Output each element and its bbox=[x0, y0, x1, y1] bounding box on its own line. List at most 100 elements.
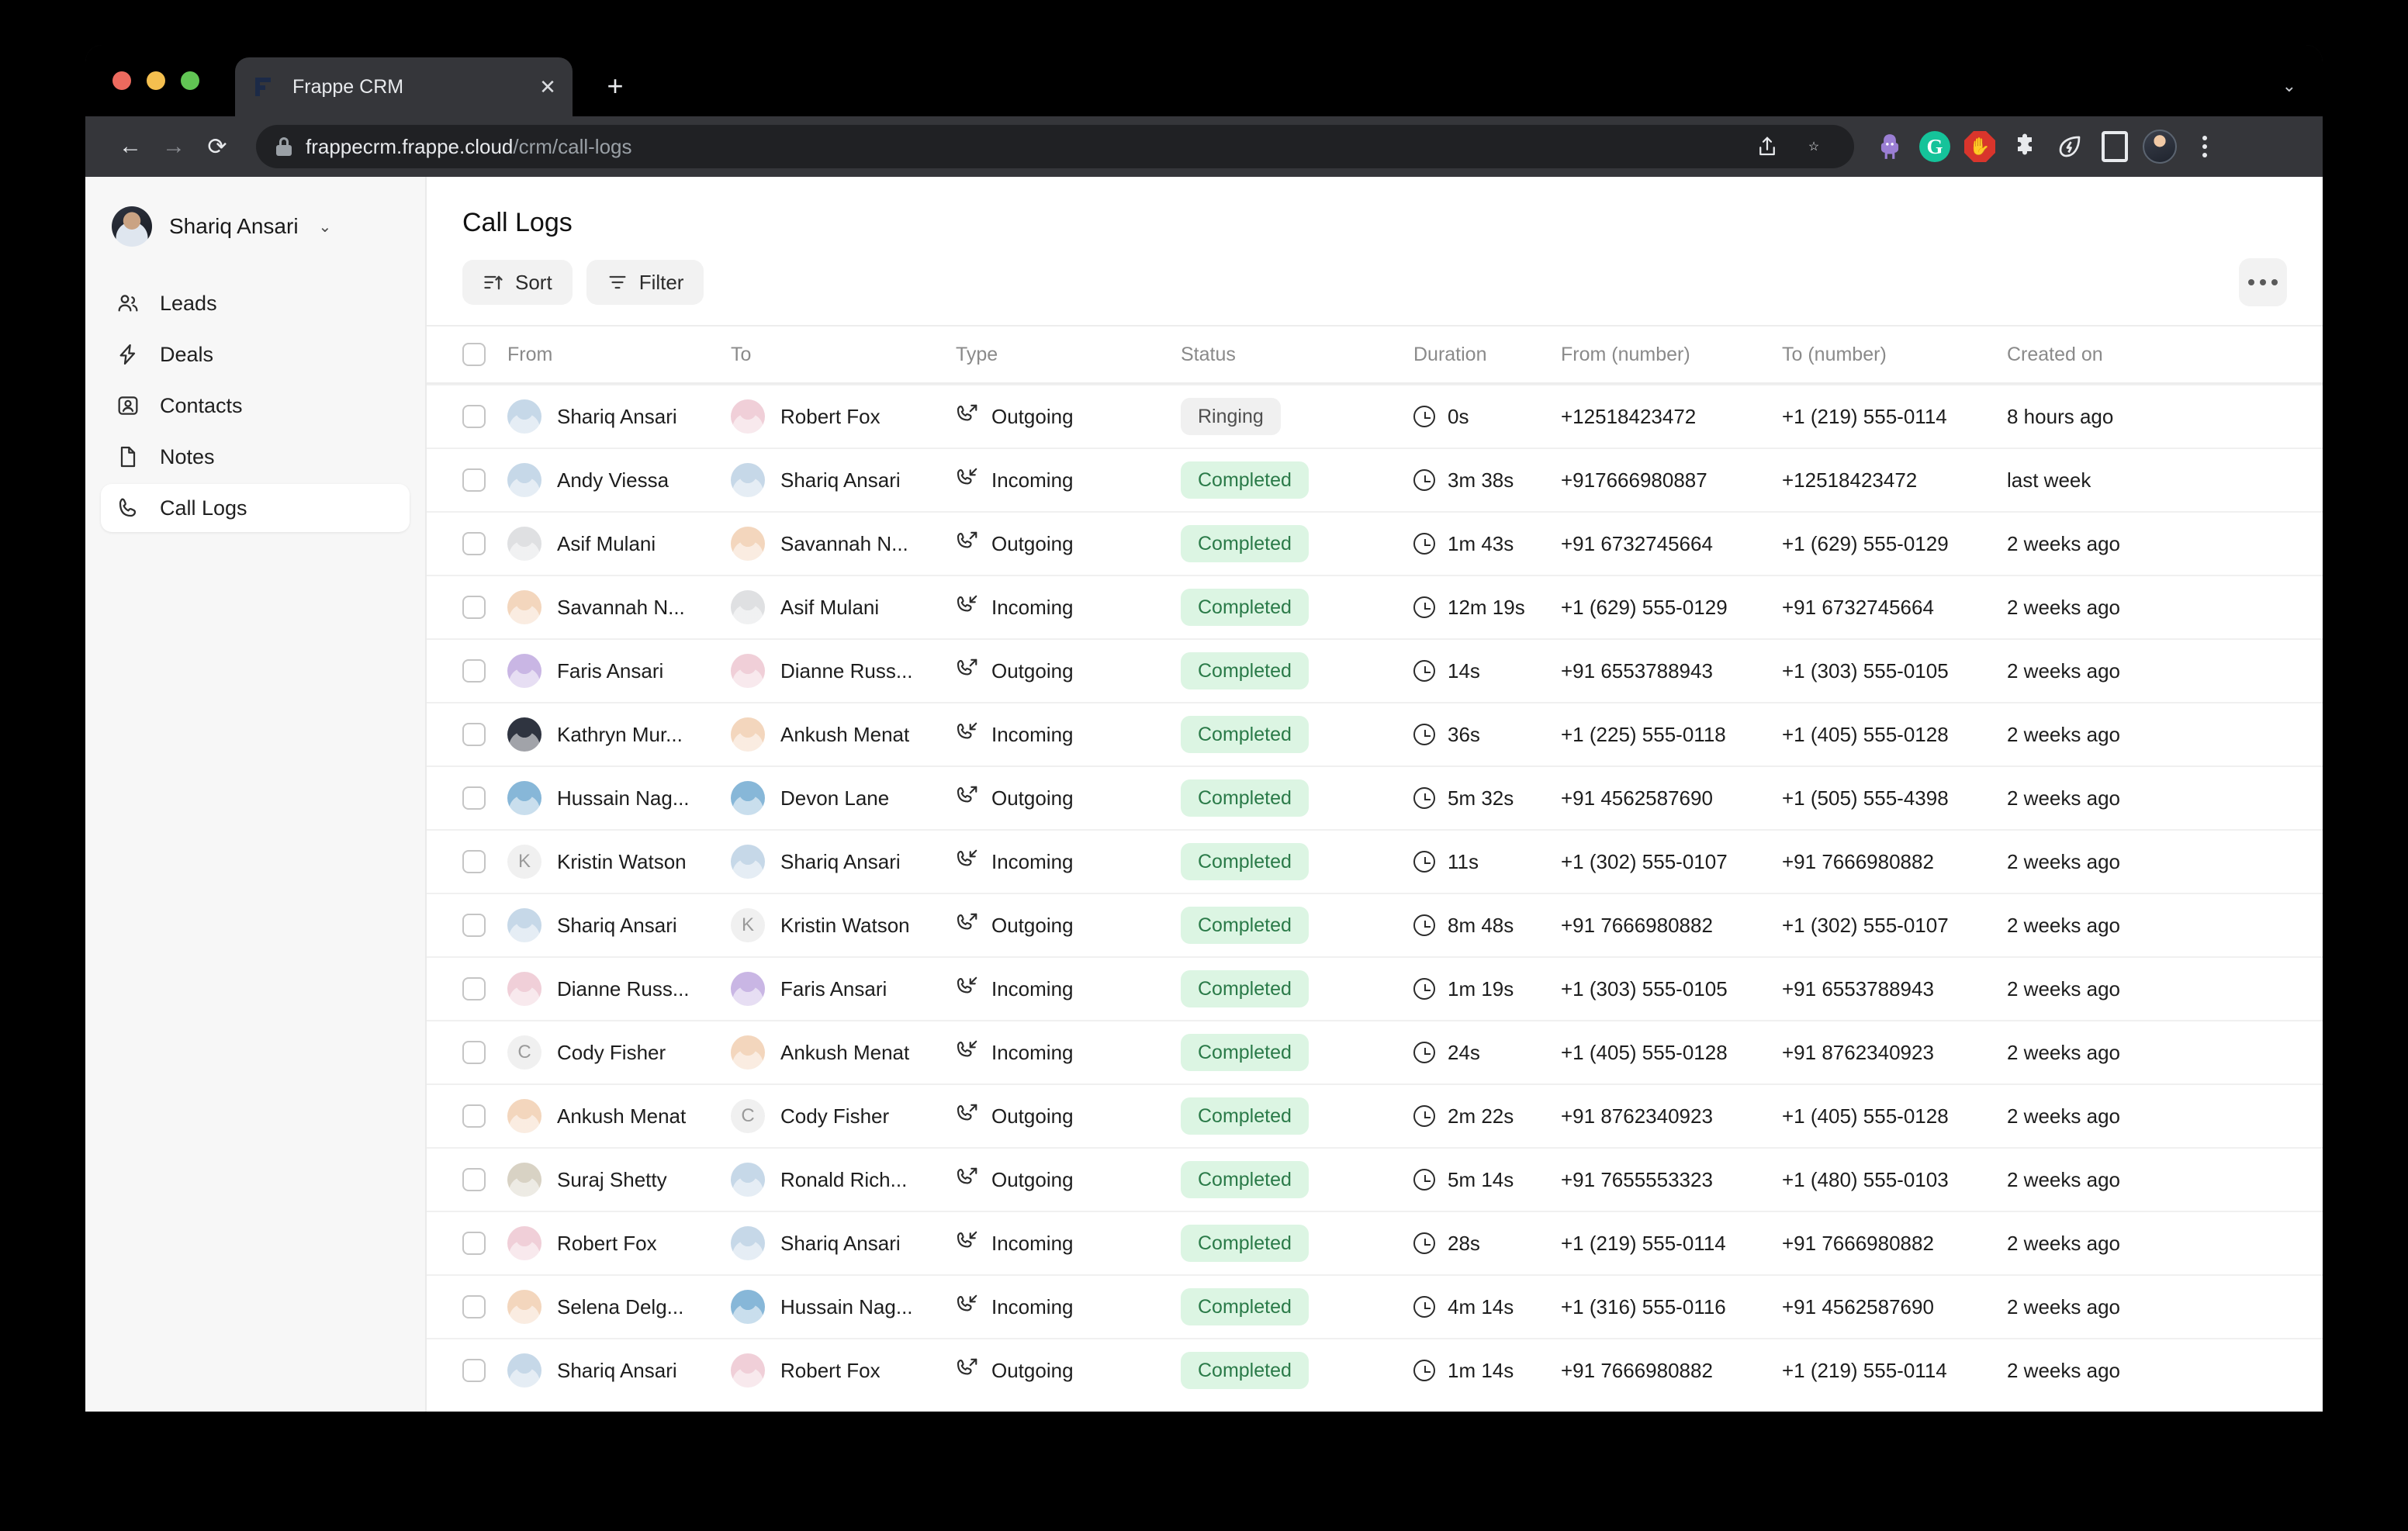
sidebar-item-notes[interactable]: Notes bbox=[101, 433, 410, 481]
sidebar-item-deals[interactable]: Deals bbox=[101, 330, 410, 378]
row-checkbox[interactable] bbox=[462, 977, 507, 1001]
table-row[interactable]: Shariq Ansari K Kristin Watson Outgoing Comp… bbox=[427, 893, 2323, 956]
table-row[interactable]: Shariq Ansari Robert Fox Outgoing Ringing 0s… bbox=[427, 384, 2323, 448]
row-checkbox[interactable] bbox=[462, 914, 507, 937]
filter-button[interactable]: Filter bbox=[586, 260, 704, 305]
cell-created-on: 2 weeks ago bbox=[2007, 1294, 2120, 1318]
row-checkbox[interactable] bbox=[462, 532, 507, 555]
table-row[interactable]: C Cody Fisher Ankush Menat Incoming Complete… bbox=[427, 1020, 2323, 1083]
sort-button[interactable]: Sort bbox=[462, 260, 573, 305]
chevron-down-icon[interactable]: ⌄ bbox=[318, 218, 332, 236]
row-checkbox[interactable] bbox=[462, 1232, 507, 1255]
cell-to: Savannah N... bbox=[731, 527, 956, 561]
octocat-icon[interactable] bbox=[1873, 130, 1907, 164]
table-row[interactable]: Savannah N... Asif Mulani Incoming Complete… bbox=[427, 575, 2323, 638]
person-name: Shariq Ansari bbox=[557, 404, 677, 428]
avatar-initial: K bbox=[507, 845, 541, 879]
close-window-button[interactable] bbox=[112, 71, 131, 90]
adblock-icon[interactable]: ✋ bbox=[1963, 130, 1997, 164]
type-label: Outgoing bbox=[991, 1167, 1074, 1191]
table-row[interactable]: Ankush Menat C Cody Fisher Outgoing Complete… bbox=[427, 1083, 2323, 1147]
person-name: Robert Fox bbox=[557, 1231, 657, 1255]
column-header-to[interactable]: To bbox=[731, 343, 752, 365]
duration-value: 36s bbox=[1448, 722, 1480, 746]
leaf-bolt-icon[interactable] bbox=[2053, 130, 2087, 164]
cell-to-number: +91 7666980882 bbox=[1782, 1231, 1934, 1255]
status-badge: Completed bbox=[1181, 1225, 1309, 1262]
back-button[interactable]: ← bbox=[119, 133, 142, 159]
call-incoming-icon bbox=[956, 593, 979, 622]
table-row[interactable]: Kathryn Mur... Ankush Menat Incoming Comple… bbox=[427, 702, 2323, 766]
row-checkbox[interactable] bbox=[462, 405, 507, 428]
close-tab-icon[interactable]: ✕ bbox=[539, 74, 556, 98]
column-header-created-on[interactable]: Created on bbox=[2007, 343, 2103, 365]
row-checkbox[interactable] bbox=[462, 850, 507, 873]
cell-status: Completed bbox=[1181, 589, 1413, 626]
status-badge: Completed bbox=[1181, 1034, 1309, 1071]
table-row[interactable]: Selena Delg... Hussain Nag... Incoming Comp… bbox=[427, 1274, 2323, 1338]
chrome-menu-icon[interactable] bbox=[2188, 130, 2222, 164]
row-checkbox[interactable] bbox=[462, 1359, 507, 1382]
person-cell: C Cody Fisher bbox=[507, 1035, 731, 1070]
row-checkbox[interactable] bbox=[462, 723, 507, 746]
row-checkbox[interactable] bbox=[462, 596, 507, 619]
clock-icon bbox=[1413, 851, 1435, 873]
column-header-type[interactable]: Type bbox=[956, 343, 998, 365]
column-header-status[interactable]: Status bbox=[1181, 343, 1236, 365]
table-row[interactable]: Shariq Ansari Robert Fox Outgoing Completed… bbox=[427, 1338, 2323, 1401]
avatar bbox=[731, 399, 765, 434]
column-header-duration[interactable]: Duration bbox=[1413, 343, 1487, 365]
sidebar-item-label: Deals bbox=[160, 342, 214, 366]
sidebar-item-leads[interactable]: Leads bbox=[101, 279, 410, 327]
table-row[interactable]: K Kristin Watson Shariq Ansari Incoming Comp… bbox=[427, 829, 2323, 893]
profile-avatar[interactable] bbox=[2143, 130, 2177, 164]
person-name: Kathryn Mur... bbox=[557, 722, 683, 746]
sidebar-item-call-logs[interactable]: Call Logs bbox=[101, 484, 410, 532]
address-bar[interactable]: frappecrm.frappe.cloud/crm/call-logs ☆ bbox=[256, 125, 1854, 168]
bookmark-star-icon[interactable]: ☆ bbox=[1808, 140, 1820, 154]
row-checkbox[interactable] bbox=[462, 1041, 507, 1064]
grammarly-icon[interactable]: G bbox=[1918, 130, 1952, 164]
cell-created-on: 2 weeks ago bbox=[2007, 722, 2120, 746]
minimize-window-button[interactable] bbox=[147, 71, 165, 90]
row-checkbox[interactable] bbox=[462, 468, 507, 492]
table-row[interactable]: Andy Viessa Shariq Ansari Incoming Complete… bbox=[427, 448, 2323, 511]
user-switcher[interactable]: Shariq Ansari ⌄ bbox=[101, 195, 410, 257]
table-row[interactable]: Dianne Russ... Faris Ansari Incoming Comple… bbox=[427, 956, 2323, 1020]
table-row[interactable]: Robert Fox Shariq Ansari Incoming Completed… bbox=[427, 1211, 2323, 1274]
row-checkbox[interactable] bbox=[462, 1295, 507, 1318]
cell-status: Completed bbox=[1181, 1288, 1413, 1325]
table-row[interactable]: Asif Mulani Savannah N... Outgoing Complete… bbox=[427, 511, 2323, 575]
maximize-window-button[interactable] bbox=[181, 71, 199, 90]
cell-status: Completed bbox=[1181, 1225, 1413, 1262]
status-badge: Completed bbox=[1181, 525, 1309, 562]
sidebar-item-label: Notes bbox=[160, 444, 215, 468]
person-cell: Faris Ansari bbox=[731, 972, 956, 1006]
cell-duration: 1m 43s bbox=[1413, 532, 1561, 556]
tab-search-chevron-icon[interactable]: ⌄ bbox=[2282, 76, 2296, 95]
reload-button[interactable]: ⟳ bbox=[207, 133, 227, 160]
cell-from-number: +91 4562587690 bbox=[1561, 786, 1713, 810]
row-checkbox[interactable] bbox=[462, 659, 507, 683]
column-header-to-number[interactable]: To (number) bbox=[1782, 343, 1887, 365]
forward-button[interactable]: → bbox=[162, 133, 185, 159]
select-all-checkbox[interactable] bbox=[462, 343, 507, 366]
row-checkbox[interactable] bbox=[462, 786, 507, 810]
clock-icon bbox=[1413, 1296, 1435, 1318]
row-checkbox[interactable] bbox=[462, 1104, 507, 1128]
table-row[interactable]: Hussain Nag... Devon Lane Outgoing Complete… bbox=[427, 766, 2323, 829]
cell-created-on: 2 weeks ago bbox=[2007, 976, 2120, 1001]
table-row[interactable]: Suraj Shetty Ronald Rich... Outgoing Comple… bbox=[427, 1147, 2323, 1211]
new-tab-button[interactable]: + bbox=[607, 70, 624, 102]
table-row[interactable]: Faris Ansari Dianne Russ... Outgoing Comple… bbox=[427, 638, 2323, 702]
share-icon[interactable] bbox=[1747, 126, 1787, 167]
puzzle-extensions-icon[interactable] bbox=[2008, 130, 2042, 164]
duration-value: 5m 32s bbox=[1448, 786, 1514, 810]
column-header-from-number[interactable]: From (number) bbox=[1561, 343, 1690, 365]
column-header-from[interactable]: From bbox=[507, 343, 553, 365]
sidebar-item-contacts[interactable]: Contacts bbox=[101, 382, 410, 430]
more-options-button[interactable] bbox=[2239, 258, 2287, 306]
row-checkbox[interactable] bbox=[462, 1168, 507, 1191]
browser-tab[interactable]: Frappe CRM ✕ bbox=[235, 57, 573, 116]
side-panel-icon[interactable] bbox=[2098, 130, 2132, 164]
